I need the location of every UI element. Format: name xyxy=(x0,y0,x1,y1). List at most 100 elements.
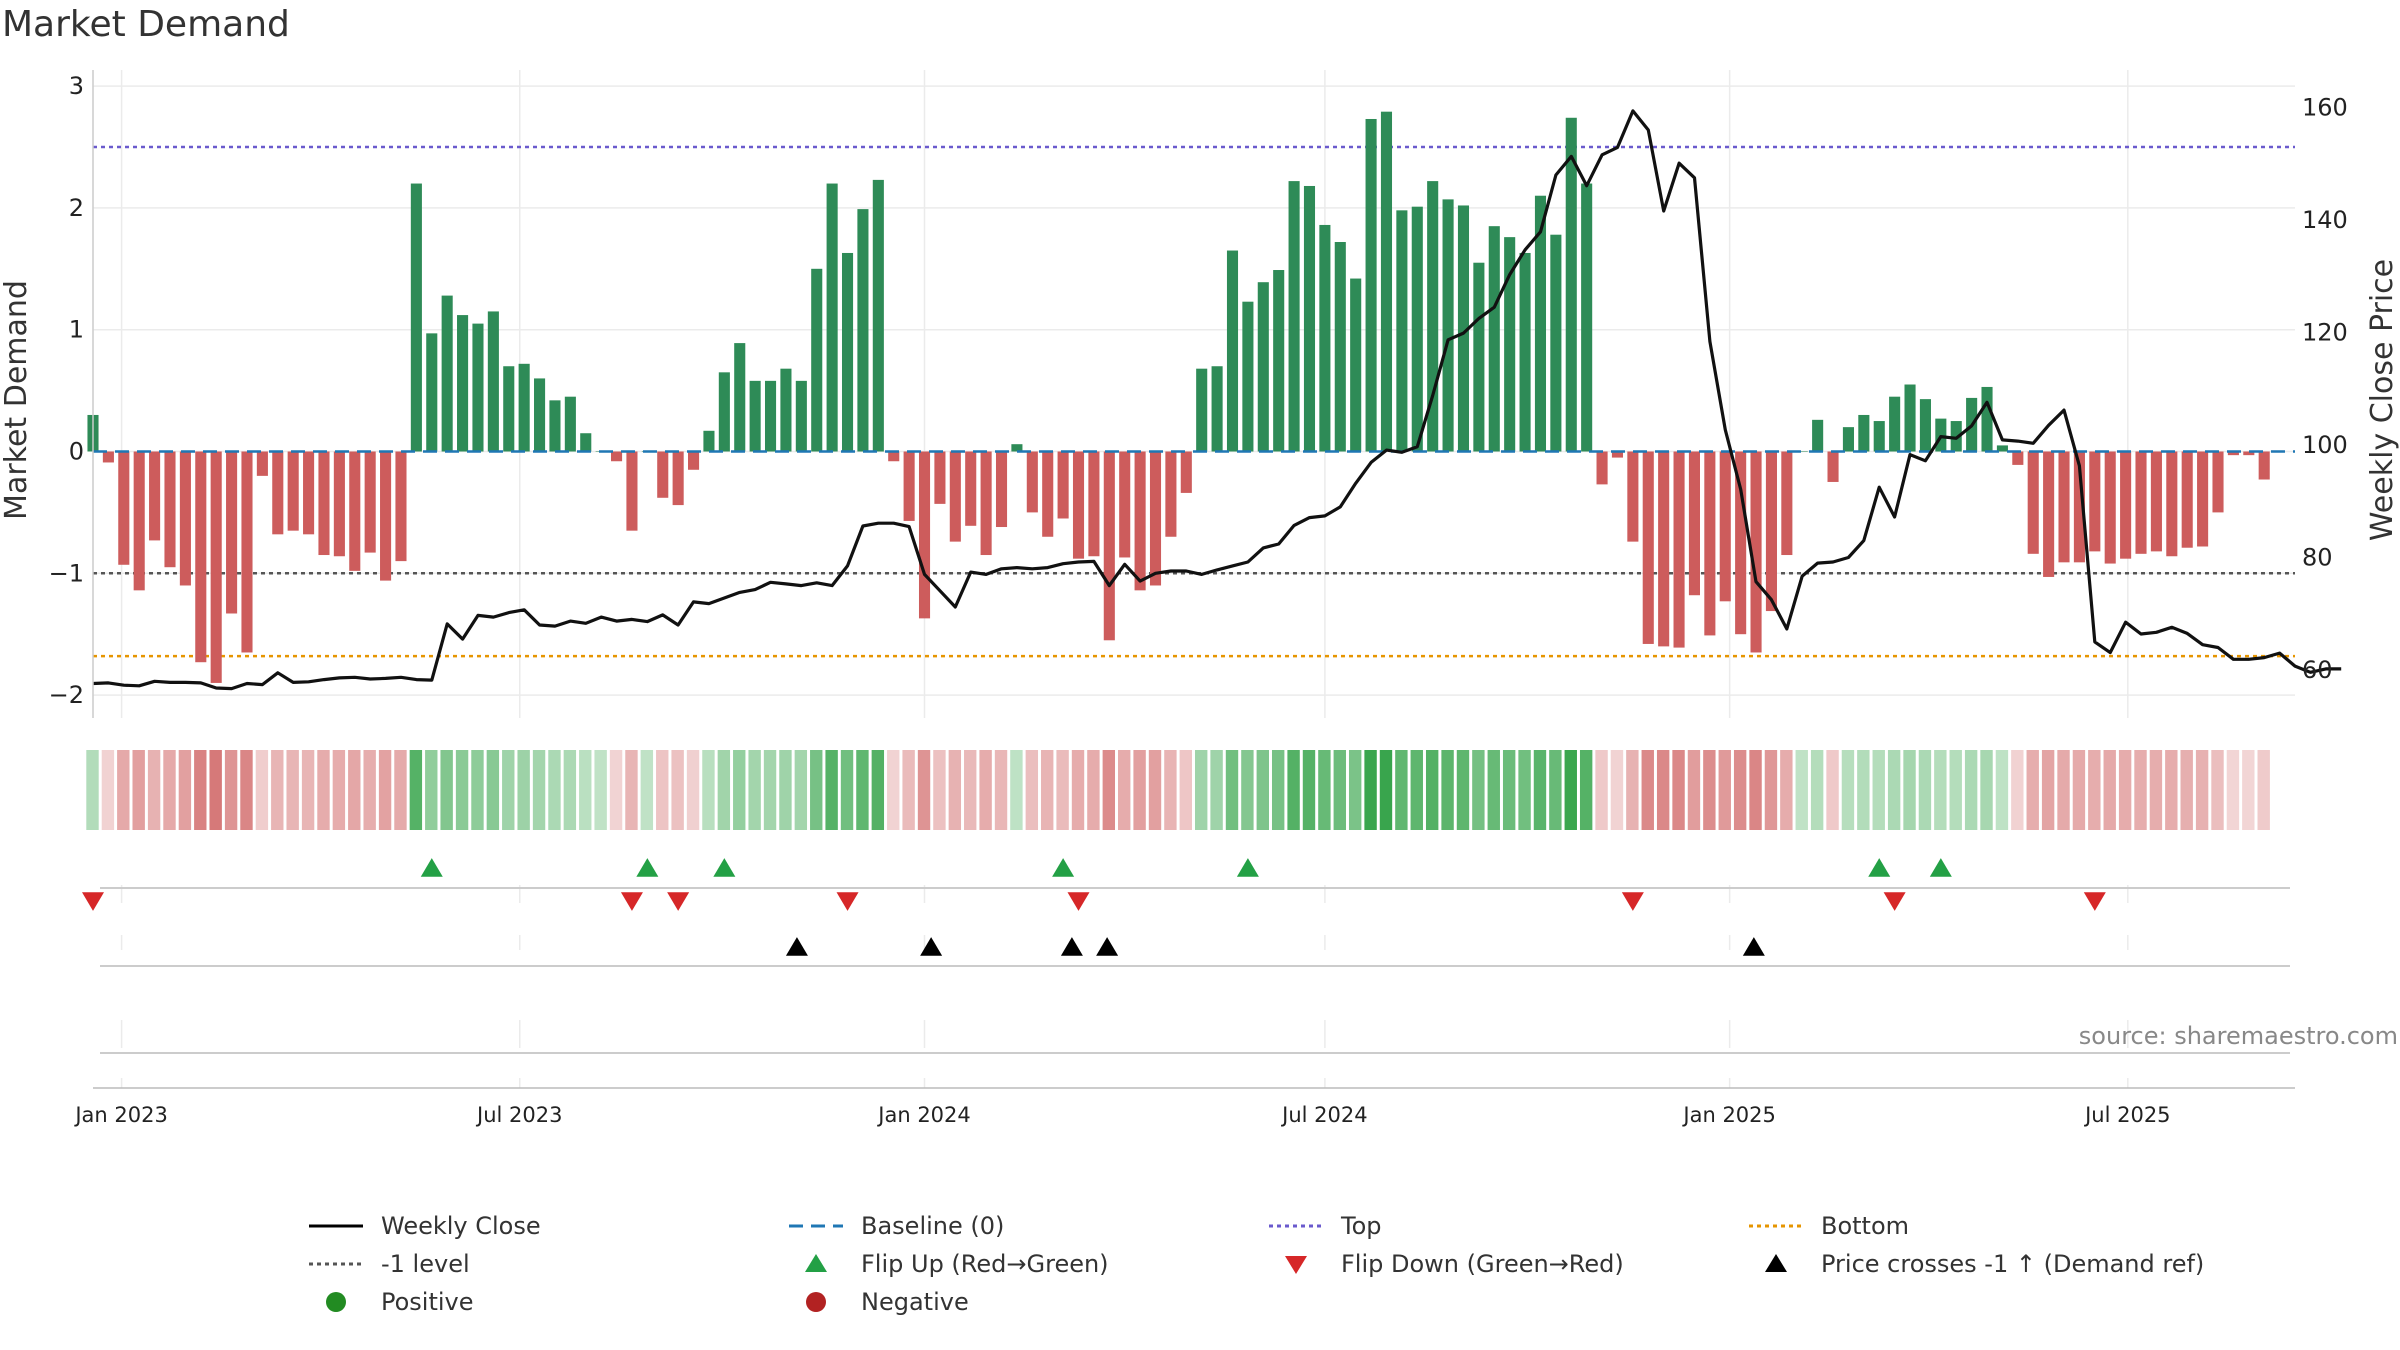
demand-bar xyxy=(1334,242,1346,452)
event-markers xyxy=(82,858,2106,956)
heat-strip-cell xyxy=(840,750,854,830)
demand-bar xyxy=(1088,451,1100,557)
demand-bar xyxy=(1750,451,1762,653)
heat-strip-cell xyxy=(1995,750,2009,830)
weekly-close-line xyxy=(92,109,2342,691)
demand-bar xyxy=(395,451,407,562)
heat-strip-cell xyxy=(1425,750,1439,830)
demand-bar xyxy=(549,400,561,452)
demand-bar xyxy=(1550,234,1562,452)
demand-bar xyxy=(149,451,161,541)
legend-symbol xyxy=(1765,1254,1787,1272)
demand-bar xyxy=(287,451,299,531)
demand-bar xyxy=(1380,111,1393,452)
demand-bar xyxy=(2150,451,2162,552)
y2-tick-label: 140 xyxy=(2302,206,2348,234)
heat-strip-cell xyxy=(1918,750,1932,830)
demand-bar xyxy=(380,451,392,581)
heat-strip-cell xyxy=(1718,750,1731,830)
heat-strip-cell xyxy=(1887,750,1901,830)
price-cross-marker xyxy=(785,937,808,956)
heat-strip-cell xyxy=(1656,750,1670,830)
demand-bar xyxy=(1611,451,1624,458)
heat-strip-cell xyxy=(810,750,823,830)
flip-up-marker xyxy=(1868,858,1891,877)
heat-strip-cell xyxy=(1164,750,1177,830)
demand-bar xyxy=(1057,451,1069,519)
demand-bar xyxy=(1180,451,1192,493)
demand-bar xyxy=(1565,117,1577,452)
demand-bar xyxy=(1473,262,1485,452)
demand-bar xyxy=(102,451,114,463)
demand-bar xyxy=(2258,451,2270,480)
heat-strip-cell xyxy=(1810,750,1824,830)
flip-up-marker xyxy=(636,858,659,877)
demand-bar xyxy=(980,451,992,556)
legend-label: -1 level xyxy=(381,1250,470,1278)
legend-item: Weekly Close xyxy=(305,1208,541,1244)
y2-axis-label: Weekly Close Price xyxy=(2365,259,2400,541)
heat-strip-cell xyxy=(1379,750,1393,830)
heat-strip-cell xyxy=(1179,750,1192,830)
demand-bar xyxy=(626,451,638,531)
demand-bar xyxy=(1704,451,1716,636)
heat-strip-cell xyxy=(1348,750,1362,830)
heat-strip-cell xyxy=(394,750,407,830)
demand-bar xyxy=(1242,301,1254,452)
heat-strip-cell xyxy=(979,750,992,830)
demand-bar xyxy=(1427,181,1439,452)
legend-symbol xyxy=(1269,1224,1323,1228)
heat-strip-cell xyxy=(1025,750,1039,830)
demand-heat-strip xyxy=(86,750,2270,830)
demand-bar xyxy=(1919,399,1931,452)
heat-strip-cell xyxy=(794,750,808,830)
legend-item: -1 level xyxy=(305,1246,470,1282)
heat-strip-cell xyxy=(1210,750,1223,830)
demand-bar xyxy=(1858,414,1870,452)
flip-down-marker xyxy=(82,892,104,911)
heat-strip-cell xyxy=(2257,750,2270,830)
legend-symbol xyxy=(326,1292,346,1312)
heat-strip-cell xyxy=(1364,750,1377,830)
demand-bar xyxy=(2212,451,2224,513)
demand-bar xyxy=(1273,270,1285,452)
heat-strip-cell xyxy=(1487,750,1500,830)
heat-strip-cell xyxy=(332,750,346,830)
legend-item: Flip Down (Green→Red) xyxy=(1265,1246,1624,1282)
y-tick-label: 0 xyxy=(69,438,84,466)
heat-strip-cell xyxy=(1564,750,1577,830)
demand-bar xyxy=(1627,451,1639,542)
demand-bar xyxy=(1504,237,1516,452)
heat-strip-cell xyxy=(1010,750,1023,830)
demand-bar xyxy=(1873,421,1885,452)
demand-bar xyxy=(888,451,900,462)
heat-strip-cell xyxy=(1271,750,1285,830)
chart-title: Market Demand xyxy=(2,4,290,45)
flip-down-marker xyxy=(620,892,643,911)
heat-strip-cell xyxy=(1764,750,1778,830)
demand-bar xyxy=(1842,427,1854,452)
demand-bar xyxy=(503,366,515,452)
demand-bar xyxy=(457,315,469,452)
demand-bar xyxy=(487,311,499,452)
demand-bar xyxy=(564,396,576,452)
flip-up-marker xyxy=(420,858,443,877)
demand-bar xyxy=(1165,451,1177,537)
heat-strip-cell xyxy=(1934,750,1947,830)
heat-strip-cell xyxy=(2226,750,2240,830)
legend: Weekly Close Baseline (0) Top Bottom -1 leve… xyxy=(305,1208,2305,1328)
heat-strip-cell xyxy=(1579,750,1593,830)
demand-bar xyxy=(749,380,761,452)
heat-strip-cell xyxy=(2088,750,2101,830)
demand-bar xyxy=(410,183,422,452)
heat-strip-cell xyxy=(1903,750,1916,830)
heat-strip-cell xyxy=(1780,750,1793,830)
heat-strip-cell xyxy=(1595,750,1608,830)
demand-bar xyxy=(934,451,946,504)
heat-strip-cell xyxy=(948,750,962,830)
demand-bar xyxy=(303,451,315,535)
heat-strip-cell xyxy=(2180,750,2193,830)
heat-strip-cell xyxy=(964,750,977,830)
heat-strip-cell xyxy=(1672,750,1685,830)
heat-strip-cell xyxy=(1733,750,1747,830)
